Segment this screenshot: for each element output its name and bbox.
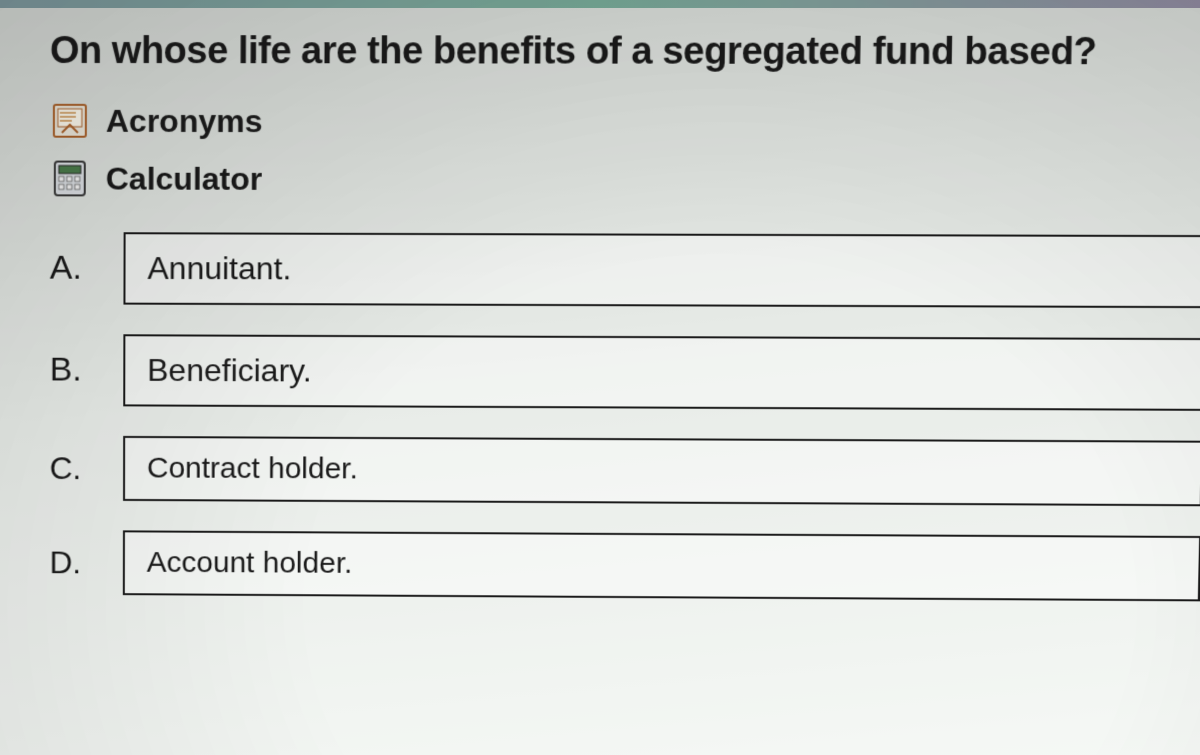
calculator-icon	[50, 159, 90, 199]
option-c-button[interactable]: Contract holder.	[123, 436, 1200, 506]
option-a-button[interactable]: Annuitant.	[123, 232, 1200, 308]
acronyms-label: Acronyms	[106, 102, 263, 139]
option-a-text: Annuitant.	[147, 250, 291, 287]
option-d-button[interactable]: Account holder.	[123, 530, 1200, 601]
calculator-label: Calculator	[106, 160, 263, 197]
acronyms-icon	[50, 101, 90, 141]
option-a-letter: A.	[50, 232, 96, 304]
option-c-text: Contract holder.	[147, 452, 358, 486]
answer-options: A. Annuitant. B. Beneficiary. C. Contrac…	[49, 232, 1200, 601]
option-b-letter: B.	[50, 334, 96, 406]
calculator-tool[interactable]: Calculator	[50, 159, 1200, 201]
quiz-page: On whose life are the benefits of a segr…	[0, 0, 1200, 661]
option-d-text: Account holder.	[147, 546, 353, 581]
option-d-row: D. Account holder.	[49, 530, 1200, 601]
option-c-row: C. Contract holder.	[50, 436, 1200, 507]
option-b-row: B. Beneficiary.	[50, 334, 1200, 411]
question-text: On whose life are the benefits of a segr…	[50, 30, 1200, 74]
option-d-letter: D.	[49, 530, 95, 595]
option-b-button[interactable]: Beneficiary.	[123, 334, 1200, 411]
option-a-row: A. Annuitant.	[50, 232, 1200, 308]
acronyms-tool[interactable]: Acronyms	[50, 101, 1200, 143]
tools-section: Acronyms Calculator	[50, 101, 1200, 201]
option-b-text: Beneficiary.	[147, 352, 312, 389]
option-c-letter: C.	[50, 436, 96, 501]
